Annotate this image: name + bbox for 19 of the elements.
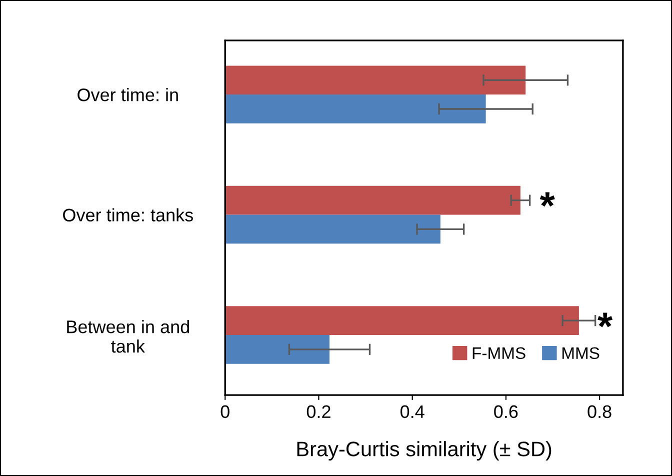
bar <box>225 306 579 335</box>
bar <box>225 94 486 124</box>
y-tick-label: Over time: in <box>78 88 178 102</box>
bar <box>225 66 526 95</box>
x-tick-label: 0.2 <box>306 405 330 418</box>
y-tick-label: Over time: tanks <box>63 208 193 222</box>
x-tick-label: 0 <box>220 405 230 418</box>
y-tick-label: Between in and tank <box>67 320 189 353</box>
x-tick-label: 0.6 <box>494 405 518 418</box>
annotation: * <box>598 312 613 328</box>
annotation: * <box>540 192 555 207</box>
x-tick-label: 0.4 <box>400 405 424 418</box>
x-tick-label: 0.8 <box>588 405 612 418</box>
bar <box>225 214 440 244</box>
x-axis-title: Bray-Curtis similarity (± SD) <box>297 441 552 460</box>
legend-label: MMS <box>562 347 600 360</box>
bar <box>225 334 330 364</box>
bar <box>225 186 520 215</box>
legend-label: F-MMS <box>472 347 526 360</box>
